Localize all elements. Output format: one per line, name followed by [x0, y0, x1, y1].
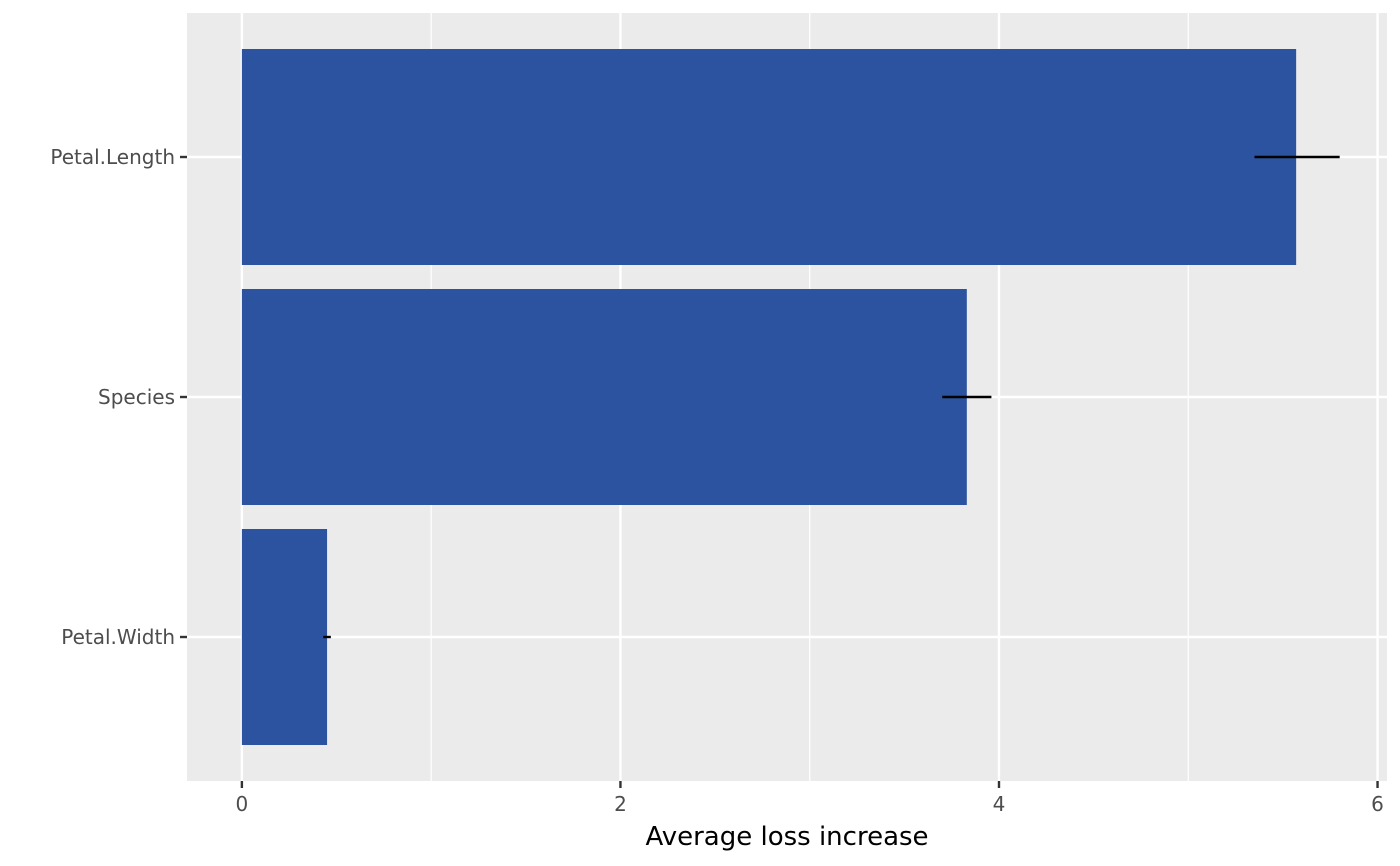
bars	[241, 49, 1297, 745]
y-axis: Petal.Length Species Petal.Width	[50, 145, 187, 649]
error-bars	[323, 155, 1340, 639]
bar-species	[241, 289, 967, 505]
x-tick-label: 4	[993, 792, 1006, 816]
bar-petal-width	[241, 529, 328, 745]
x-tick-label: 0	[236, 792, 249, 816]
y-tick-label: Species	[98, 385, 175, 409]
x-axis: 0 2 4 6	[236, 781, 1384, 816]
x-tick-label: 2	[614, 792, 627, 816]
y-tick-label: Petal.Width	[61, 625, 175, 649]
x-axis-title: Average loss increase	[645, 822, 928, 852]
y-tick-label: Petal.Length	[50, 145, 175, 169]
bar-petal-length	[241, 49, 1297, 265]
x-tick-label: 6	[1371, 792, 1384, 816]
